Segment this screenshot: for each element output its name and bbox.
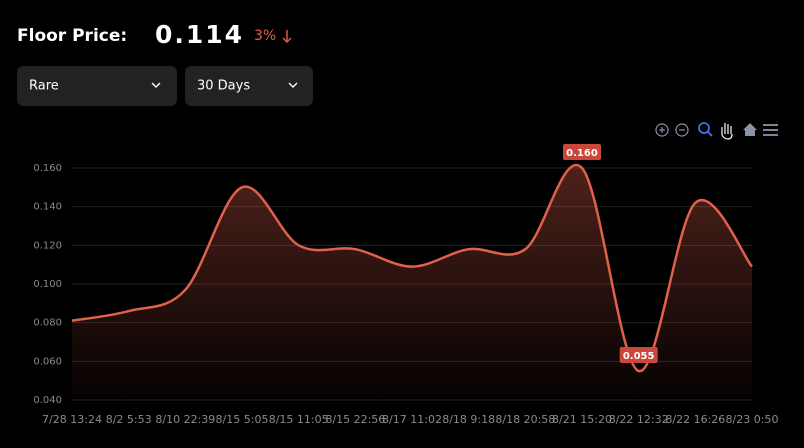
x-tick-label: 8/2 5:53	[106, 413, 152, 426]
x-tick-label: 8/15 22:56	[325, 413, 385, 426]
x-tick-label: 8/18 20:58	[495, 413, 555, 426]
floor-change: 3%	[254, 28, 276, 44]
value-label-bg	[619, 347, 658, 363]
value-label: 0.160	[563, 144, 601, 160]
x-tick-label: 8/22 16:26	[665, 413, 725, 426]
dropdown[interactable]: Rare	[17, 66, 177, 106]
y-tick-label: 0.060	[33, 356, 62, 367]
x-tick-label: 8/18 9:18	[442, 413, 495, 426]
pan[interactable]	[721, 123, 733, 140]
x-tick-label: 8/15 5:05	[216, 413, 269, 426]
x-tick-label: 8/15 11:05	[269, 413, 329, 426]
value-label-bg	[563, 144, 601, 160]
value-label: 0.055	[619, 347, 658, 363]
dropdown-text: 30 Days	[197, 79, 250, 94]
dropdown[interactable]: 30 Days	[185, 66, 313, 106]
y-tick-label: 0.160	[33, 163, 62, 174]
chart-toolbar	[655, 122, 778, 140]
zoom-select[interactable]	[698, 122, 713, 137]
x-tick-label: 7/28 13:24	[42, 413, 102, 426]
floor-value: 0.114	[155, 20, 244, 49]
x-tick-label: 8/17 11:02	[382, 413, 442, 426]
down-arrow	[282, 30, 292, 43]
dropdown-text: Rare	[29, 79, 59, 94]
y-tick-label: 0.140	[33, 202, 62, 213]
menu[interactable]	[763, 124, 778, 136]
y-tick-label: 0.100	[33, 279, 62, 290]
x-tick-label: 8/22 12:32	[609, 413, 669, 426]
zoom-out[interactable]	[675, 123, 689, 137]
y-tick-label: 0.120	[33, 240, 62, 251]
floor-label: Floor Price:	[17, 26, 127, 46]
reset[interactable]	[743, 123, 757, 136]
value-label-text: 0.160	[566, 148, 598, 159]
x-tick-label: 8/23 0:50	[726, 413, 779, 426]
x-tick-label: 8/10 22:39	[155, 413, 215, 426]
x-tick-label: 8/21 15:20	[552, 413, 612, 426]
y-tick-label: 0.080	[33, 318, 62, 329]
plot: 0.040 0.060 0.080 0.100 0.120 0.140 0.160 7/28 …	[33, 144, 778, 426]
zoom-in[interactable]	[655, 123, 669, 137]
y-tick-label: 0.040	[33, 395, 62, 406]
value-label-text: 0.055	[623, 351, 655, 362]
area	[72, 164, 752, 400]
